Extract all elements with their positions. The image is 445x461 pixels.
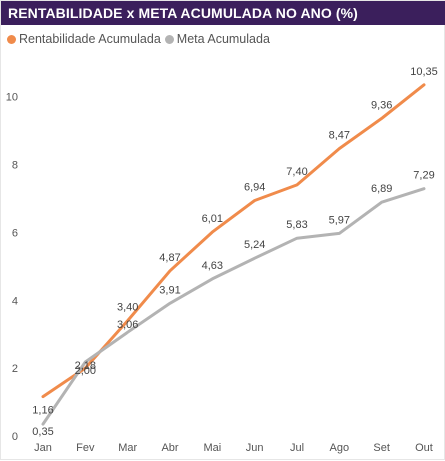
data-label-meta: 3,91 [159, 284, 180, 296]
legend-label-rentabilidade: Rentabilidade Acumulada [19, 32, 161, 46]
x-tick-label: Mar [118, 442, 137, 454]
legend-label-meta: Meta Acumulada [176, 32, 270, 46]
series-line-meta [41, 187, 426, 426]
data-label-meta: 6,89 [371, 183, 392, 195]
y-tick-label: 0 [12, 431, 18, 443]
data-label-rentabilidade: 6,94 [244, 182, 265, 194]
y-tick-label: 4 [12, 295, 18, 307]
y-tick-label: 8 [12, 160, 18, 172]
x-tick-label: Out [415, 442, 433, 454]
data-label-rentabilidade: 7,40 [286, 166, 307, 178]
x-tick-label: Abr [161, 442, 178, 454]
data-label-meta: 4,63 [202, 260, 223, 272]
data-label-rentabilidade: 1,16 [32, 405, 53, 417]
data-label-meta: 5,83 [286, 219, 307, 231]
x-tick-label: Ago [330, 442, 350, 454]
title-bar: RENTABILIDADE x META ACUMULADA NO ANO (%… [1, 1, 445, 25]
data-label-meta: 5,97 [329, 214, 350, 226]
y-tick-label: 6 [12, 227, 18, 239]
legend-item-rentabilidade[interactable]: Rentabilidade Acumulada [7, 32, 161, 46]
legend-swatch-meta [164, 34, 174, 44]
legend-item-meta[interactable]: Meta Acumulada [164, 32, 270, 46]
data-label-rentabilidade: 6,01 [202, 213, 223, 225]
x-tick-label: Jul [290, 442, 304, 454]
x-tick-label: Jun [246, 442, 264, 454]
data-label-meta: 2,18 [75, 360, 96, 372]
data-label-meta: 0,35 [32, 426, 53, 438]
y-tick-label: 2 [12, 363, 18, 375]
data-label-meta: 5,24 [244, 239, 265, 251]
y-tick-label: 10 [6, 92, 18, 104]
x-tick-label: Mai [203, 442, 221, 454]
data-label-rentabilidade: 10,35 [410, 66, 438, 78]
data-label-rentabilidade: 3,40 [117, 302, 138, 314]
x-tick-label: Set [373, 442, 390, 454]
chart-title: RENTABILIDADE x META ACUMULADA NO ANO (%… [8, 5, 358, 21]
x-tick-label: Fev [76, 442, 95, 454]
data-label-meta: 7,29 [413, 170, 434, 182]
data-label-rentabilidade: 9,36 [371, 99, 392, 111]
legend: Rentabilidade Acumulada Meta Acumulada [7, 31, 274, 47]
legend-swatch-rentabilidade [7, 34, 16, 44]
data-label-rentabilidade: 8,47 [329, 130, 350, 142]
x-tick-label: Jan [34, 442, 52, 454]
data-label-meta: 3,06 [117, 319, 138, 331]
data-label-rentabilidade: 2,00 [75, 365, 96, 377]
data-label-rentabilidade: 4,87 [159, 252, 180, 264]
series-line-rentabilidade [41, 83, 426, 399]
